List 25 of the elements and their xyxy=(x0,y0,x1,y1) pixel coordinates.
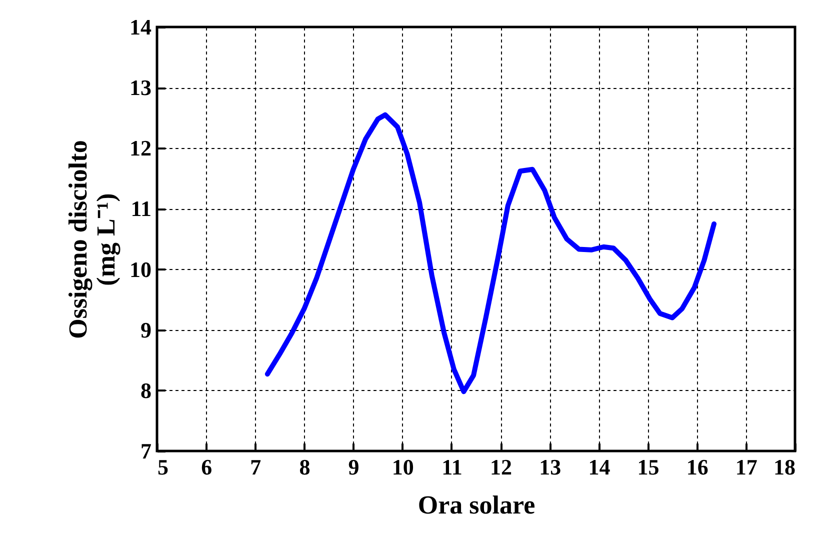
x-tick-label: 9 xyxy=(348,454,360,480)
x-tick-label: 18 xyxy=(774,454,796,480)
x-tick-label: 8 xyxy=(299,454,310,480)
y-tick-label: 12 xyxy=(130,136,152,161)
text: Ossigeno disciolto xyxy=(64,140,92,339)
x-axis-title: Ora solare xyxy=(418,490,536,520)
y-tick-label: 9 xyxy=(140,317,152,342)
x-tick-label: 13 xyxy=(539,454,562,480)
x-tick-label: 12 xyxy=(490,454,512,480)
x-tick-label: 16 xyxy=(686,454,708,480)
x-tick-label: 7 xyxy=(250,454,262,480)
x-tick-label: 15 xyxy=(637,454,660,480)
y-tick-label: 14 xyxy=(130,14,152,40)
x-tick-label: 17 xyxy=(735,454,758,480)
x-tick-label: 6 xyxy=(201,454,212,480)
y-tick-label: 10 xyxy=(130,256,152,282)
y-tick-label: 11 xyxy=(130,196,152,222)
y-tick-label: 8 xyxy=(140,378,152,403)
y-tick-label: 7 xyxy=(140,438,152,464)
text: (mg L⁻¹) xyxy=(92,193,120,286)
x-tick-label: 10 xyxy=(392,454,414,480)
y-tick-label: 13 xyxy=(130,75,152,100)
x-tick-label: 5 xyxy=(158,454,168,480)
x-tick-label: 14 xyxy=(588,454,610,480)
x-tick-label: 11 xyxy=(442,454,462,480)
